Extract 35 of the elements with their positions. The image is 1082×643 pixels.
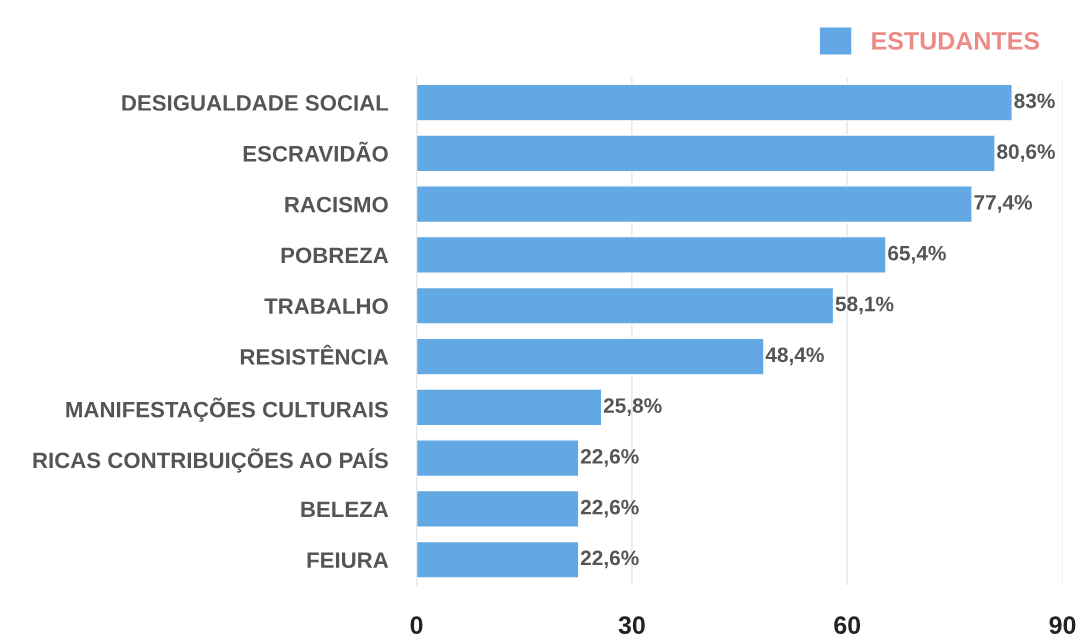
y-tick-label: ESCRAVIDÃO bbox=[243, 141, 388, 162]
y-tick-label: FEIURA bbox=[307, 552, 389, 568]
y-tick-label: RACISMO bbox=[285, 196, 388, 213]
data-label: 22,6% bbox=[580, 448, 639, 467]
data-label: 25,8% bbox=[603, 398, 662, 416]
bar bbox=[416, 388, 603, 427]
y-tick-label: RESISTÊNCIA bbox=[240, 344, 389, 365]
bar bbox=[416, 235, 887, 274]
bar bbox=[416, 439, 580, 478]
bar bbox=[416, 540, 580, 579]
bar bbox=[416, 83, 1013, 122]
data-label: 48,4% bbox=[765, 347, 824, 366]
data-label: 22,6% bbox=[580, 499, 639, 518]
legend-label: ESTUDANTES bbox=[872, 32, 1040, 50]
data-label: 22,6% bbox=[580, 550, 639, 569]
bar bbox=[416, 185, 973, 224]
bar bbox=[416, 337, 765, 376]
y-tick-label: RICAS CONTRIBUIÇÕES AO PAÍS bbox=[33, 448, 388, 473]
x-tick-label: 0 bbox=[410, 616, 423, 635]
data-label: 80,6% bbox=[997, 144, 1055, 162]
y-tick-label: BELEZA bbox=[301, 501, 389, 517]
x-tick-label: 60 bbox=[834, 616, 861, 635]
x-tick-label: 30 bbox=[618, 616, 645, 635]
bar bbox=[416, 134, 996, 173]
data-label: 58,1% bbox=[835, 296, 894, 315]
bar bbox=[416, 489, 580, 528]
bar bbox=[416, 286, 835, 325]
y-tick-label: POBREZA bbox=[281, 247, 389, 264]
y-tick-label: TRABALHO bbox=[264, 298, 388, 315]
y-tick-label: DESIGUALDADE SOCIAL bbox=[122, 95, 389, 111]
data-label: 83% bbox=[1014, 93, 1055, 109]
data-label: 65,4% bbox=[888, 245, 946, 264]
y-tick-label: MANIFESTAÇÕES CULTURAIS bbox=[66, 397, 388, 422]
x-tick-label: 90 bbox=[1049, 616, 1076, 635]
data-label: 77,4% bbox=[974, 195, 1032, 213]
